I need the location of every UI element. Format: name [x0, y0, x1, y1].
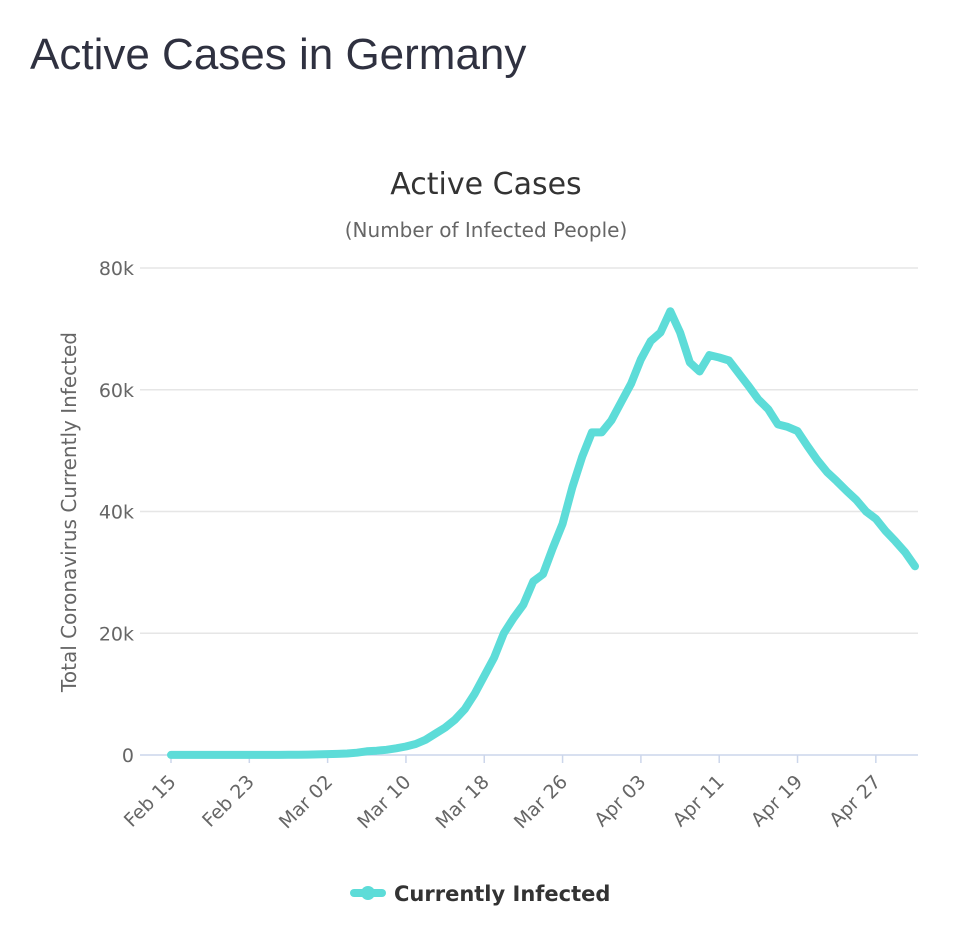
legend-item-currently-infected[interactable]: Currently Infected — [350, 882, 610, 906]
legend-marker-icon — [361, 886, 375, 900]
x-tick-label: Mar 02 — [275, 771, 337, 833]
chart-title: Active Cases — [390, 167, 581, 202]
y-axis-title: Total Coronavirus Currently Infected — [57, 332, 81, 693]
x-tick-label: Mar 26 — [510, 771, 572, 833]
x-tick-label: Mar 10 — [353, 771, 415, 833]
x-tick-label: Apr 11 — [669, 771, 729, 831]
chart-subtitle: (Number of Infected People) — [345, 218, 628, 242]
grid-lines — [140, 267, 918, 634]
page-title: Active Cases in Germany — [30, 30, 527, 79]
x-tick-label: Apr 19 — [747, 771, 807, 831]
legend-label: Currently Infected — [394, 882, 610, 906]
y-axis-labels: 0 20k 40k 60k 80k — [99, 258, 134, 767]
y-tick-label: 60k — [99, 380, 134, 402]
series-line-currently-infected — [167, 307, 919, 759]
x-tick-label: Apr 03 — [590, 771, 650, 831]
x-tick-label: Mar 18 — [432, 771, 494, 833]
y-tick-label: 0 — [122, 745, 134, 767]
y-tick-label: 80k — [99, 258, 134, 280]
y-tick-label: 20k — [99, 623, 134, 645]
x-tick-label: Feb 15 — [120, 771, 181, 832]
x-tick-label: Feb 23 — [198, 771, 259, 832]
y-tick-label: 40k — [99, 502, 134, 524]
x-axis-labels: Feb 15 Feb 23 Mar 02 Mar 10 Mar 18 Mar 26 Apr … — [120, 771, 886, 833]
x-tick-label: Apr 27 — [825, 771, 885, 831]
